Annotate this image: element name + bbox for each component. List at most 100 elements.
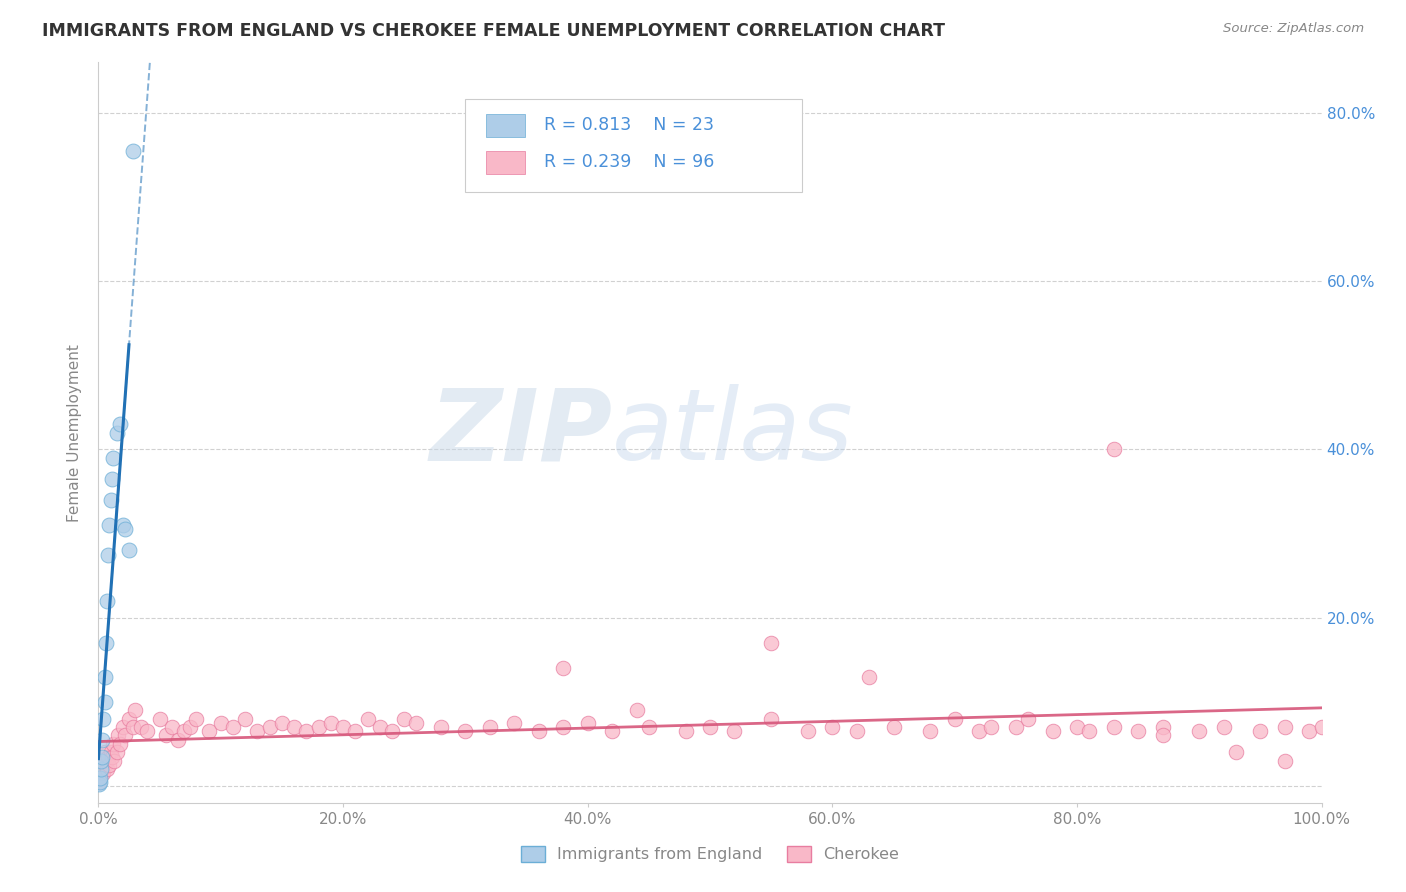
Text: R = 0.239    N = 96: R = 0.239 N = 96 (544, 153, 714, 171)
Point (93, 670, 115, 684)
Point (101, 749, 124, 764)
Point (675, 724, 697, 739)
Point (308, 720, 330, 734)
Point (1004, 720, 1026, 734)
Point (356, 712, 378, 726)
Text: ZIP: ZIP (429, 384, 612, 481)
Point (797, 724, 820, 739)
Point (105, 425, 128, 440)
Point (1274, 754, 1296, 768)
Point (173, 724, 195, 739)
Point (980, 720, 1002, 734)
Point (100, 745, 122, 759)
Point (1102, 720, 1125, 734)
Point (96, 594, 118, 608)
Point (943, 712, 966, 726)
Point (186, 712, 208, 726)
Point (319, 715, 342, 730)
Point (1249, 724, 1271, 739)
Point (883, 720, 905, 734)
Y-axis label: Female Unemployment: Female Unemployment (67, 343, 83, 522)
Point (637, 720, 661, 734)
Point (90, 766, 112, 780)
Point (98, 758, 121, 772)
Point (90, 762, 112, 776)
Point (967, 724, 990, 739)
Point (503, 715, 526, 730)
Point (93, 695, 115, 709)
Point (110, 417, 132, 432)
Point (270, 715, 294, 730)
Point (91, 749, 114, 764)
Point (626, 703, 648, 717)
Point (100, 492, 122, 507)
Point (89, 762, 111, 776)
Point (222, 720, 245, 734)
Point (167, 732, 190, 747)
Point (97, 749, 120, 764)
Point (111, 518, 134, 533)
Point (94, 754, 117, 768)
Point (761, 636, 783, 650)
Point (246, 724, 269, 739)
Point (94, 636, 117, 650)
Point (699, 720, 721, 734)
Point (1274, 720, 1296, 734)
Point (197, 724, 219, 739)
Point (1310, 720, 1333, 734)
Point (344, 724, 367, 739)
Point (454, 724, 477, 739)
Point (295, 724, 318, 739)
Point (1078, 724, 1101, 739)
Text: R = 0.813    N = 23: R = 0.813 N = 23 (544, 116, 714, 135)
Point (136, 724, 159, 739)
Point (1042, 724, 1064, 739)
Point (155, 729, 177, 743)
Point (149, 712, 172, 726)
Point (430, 720, 453, 734)
Text: atlas: atlas (612, 384, 853, 481)
Point (91, 766, 114, 780)
Point (114, 729, 136, 743)
Point (723, 724, 745, 739)
Point (392, 712, 416, 726)
Point (118, 712, 141, 726)
FancyBboxPatch shape (486, 113, 526, 137)
Point (858, 670, 880, 684)
Point (553, 661, 575, 675)
Point (96, 762, 118, 776)
Point (527, 724, 550, 739)
Point (107, 729, 129, 743)
Legend: Immigrants from England, Cherokee: Immigrants from England, Cherokee (515, 840, 905, 869)
Point (1152, 729, 1174, 743)
Point (129, 720, 152, 734)
Point (114, 522, 136, 536)
Point (89, 774, 111, 789)
Point (233, 712, 256, 726)
Point (368, 720, 391, 734)
Point (1225, 745, 1247, 759)
Point (121, 144, 143, 158)
Point (101, 450, 124, 465)
Point (87, 774, 110, 789)
Point (91, 732, 114, 747)
Point (91, 762, 114, 776)
Point (89, 771, 111, 785)
Point (553, 720, 575, 734)
Point (332, 720, 354, 734)
Point (1298, 724, 1320, 739)
Point (600, 724, 623, 739)
FancyBboxPatch shape (465, 99, 801, 192)
Point (209, 715, 232, 730)
Point (1128, 724, 1150, 739)
Point (91, 712, 114, 726)
Point (283, 720, 305, 734)
FancyBboxPatch shape (486, 151, 526, 174)
Text: IMMIGRANTS FROM ENGLAND VS CHEROKEE FEMALE UNEMPLOYMENT CORRELATION CHART: IMMIGRANTS FROM ENGLAND VS CHEROKEE FEMA… (42, 22, 945, 40)
Point (821, 720, 844, 734)
Point (160, 720, 183, 734)
Text: Source: ZipAtlas.com: Source: ZipAtlas.com (1223, 22, 1364, 36)
Point (110, 737, 132, 751)
Point (93, 758, 115, 772)
Point (121, 720, 143, 734)
